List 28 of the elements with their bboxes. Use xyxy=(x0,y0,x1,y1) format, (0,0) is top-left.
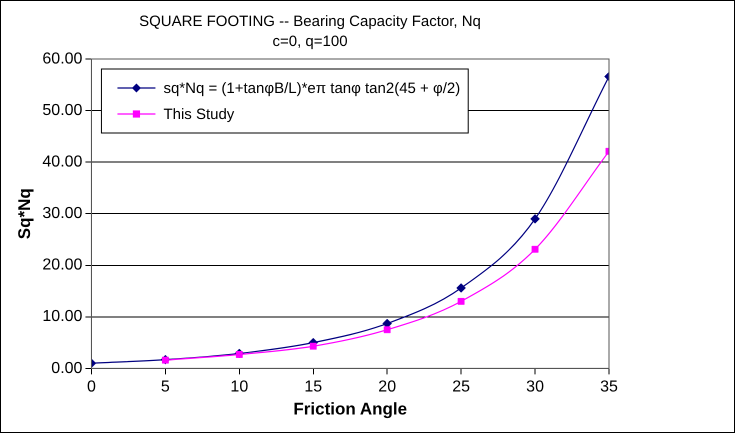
x-tick-label: 35 xyxy=(600,378,618,396)
legend-label: sq*Nq = (1+tanφB/L)*eπ tanφ tan2(45 + φ/2) xyxy=(163,80,460,98)
point xyxy=(530,214,540,224)
y-tick-label: 60.00 xyxy=(42,50,83,68)
point xyxy=(384,326,391,334)
point xyxy=(458,298,465,305)
x-tick-label: 5 xyxy=(160,378,170,396)
y-axis-title: Sq*Nq xyxy=(14,188,34,240)
x-tick-label: 15 xyxy=(304,378,322,396)
point xyxy=(456,283,466,293)
x-tick-label: 30 xyxy=(526,378,544,396)
x-axis-title: Friction Angle xyxy=(293,399,408,418)
x-tick-label: 20 xyxy=(378,378,396,396)
legend-label: This Study xyxy=(163,106,235,124)
x-tick-label: 0 xyxy=(86,378,96,396)
y-tick-label: 0.00 xyxy=(51,360,83,377)
point xyxy=(532,246,538,253)
chart-title: SQUARE FOOTING -- Bearing Capacity Factor, Nq xyxy=(139,13,481,30)
point xyxy=(310,342,317,350)
y-tick-label: 10.00 xyxy=(42,308,83,326)
y-tick-label: 40.00 xyxy=(42,154,83,171)
y-tick-label: 50.00 xyxy=(42,102,83,119)
y-tick-label: 20.00 xyxy=(42,256,83,274)
chart-subtitle: c=0, q=100 xyxy=(272,33,348,50)
x-tick-label: 10 xyxy=(230,378,248,396)
point xyxy=(236,351,243,358)
y-tick-label: 30.00 xyxy=(42,205,83,222)
x-tick-label: 25 xyxy=(452,378,470,396)
